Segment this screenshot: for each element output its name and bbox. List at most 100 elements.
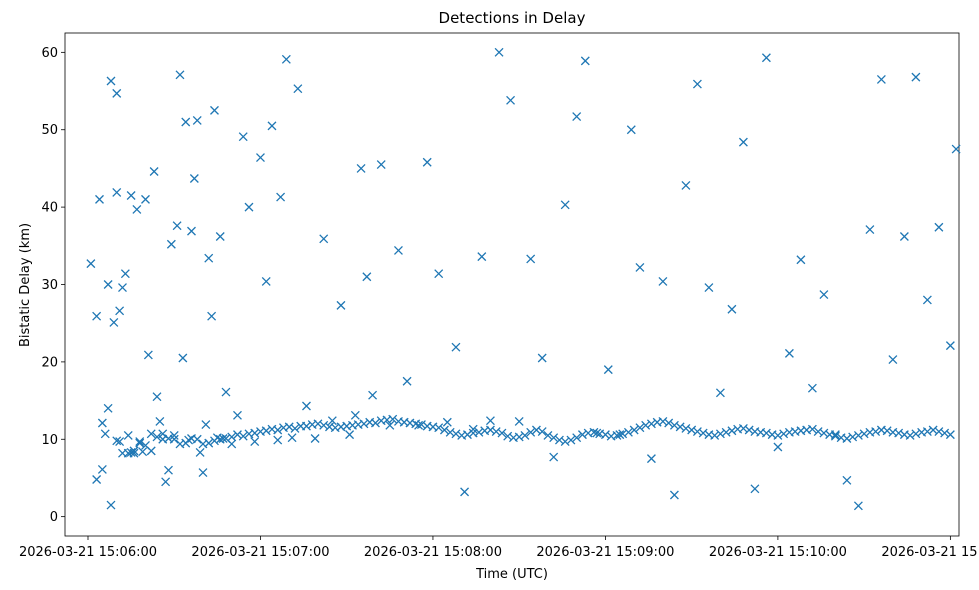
data-point <box>623 427 633 437</box>
data-point <box>485 416 495 426</box>
x-tick-label: 2026-03-21 15:08:00 <box>364 545 502 560</box>
data-point <box>580 56 590 66</box>
data-point <box>549 452 559 462</box>
data-point <box>934 222 944 232</box>
data-point <box>439 425 449 435</box>
data-point <box>97 418 107 428</box>
data-point <box>859 429 869 439</box>
data-point <box>698 428 708 438</box>
data-point <box>911 429 921 439</box>
data-point <box>899 232 909 241</box>
data-point <box>368 390 378 400</box>
data-point <box>118 283 127 293</box>
data-point <box>865 225 875 235</box>
data-point <box>92 475 102 484</box>
data-point <box>871 427 881 436</box>
data-point <box>796 255 806 265</box>
data-point <box>376 160 386 170</box>
data-point <box>945 341 955 351</box>
data-point <box>132 204 142 214</box>
data-point <box>256 153 265 163</box>
data-point <box>284 422 294 432</box>
data-point <box>95 194 104 204</box>
data-point <box>592 428 602 438</box>
data-point <box>738 137 748 147</box>
data-point <box>210 105 219 115</box>
data-point <box>928 425 938 435</box>
y-tick-label: 20 <box>41 355 58 370</box>
data-point <box>112 187 122 197</box>
data-point <box>238 132 248 142</box>
data-point <box>853 430 863 440</box>
data-point <box>319 234 329 244</box>
data-point <box>646 419 656 429</box>
data-point <box>681 180 691 190</box>
data-point <box>848 432 858 442</box>
data-point <box>92 311 102 321</box>
data-point <box>238 431 248 441</box>
data-point <box>485 425 495 435</box>
data-point <box>287 433 297 443</box>
data-point <box>704 283 714 293</box>
plot-area <box>64 32 960 537</box>
data-point <box>727 426 737 436</box>
data-point <box>100 429 110 439</box>
data-point <box>244 202 254 212</box>
data-point <box>115 306 125 316</box>
data-point <box>210 436 219 446</box>
data-point <box>503 431 513 441</box>
data-point <box>198 468 208 478</box>
data-point <box>103 403 113 413</box>
data-point <box>819 428 829 438</box>
data-point <box>169 434 179 444</box>
data-point <box>738 423 748 433</box>
data-point <box>951 144 961 154</box>
data-point <box>302 401 311 411</box>
y-tick-label: 50 <box>41 123 58 138</box>
data-point <box>350 410 360 420</box>
data-point <box>876 74 886 84</box>
data-point <box>830 431 840 441</box>
data-point <box>658 276 668 286</box>
data-point <box>402 376 412 386</box>
data-point <box>554 435 564 445</box>
data-point <box>273 435 283 445</box>
data-point <box>669 490 679 500</box>
data-point <box>189 174 199 183</box>
data-point <box>261 276 271 286</box>
data-point <box>888 355 898 365</box>
data-point <box>221 434 231 443</box>
data-point <box>945 430 955 440</box>
data-point <box>761 53 771 63</box>
data-point <box>201 420 211 430</box>
data-point <box>715 429 725 439</box>
data-point <box>905 430 915 440</box>
data-point <box>442 417 452 427</box>
data-point <box>434 423 444 433</box>
data-point <box>549 433 559 443</box>
data-point <box>451 429 461 439</box>
data-point <box>664 418 674 428</box>
data-point <box>560 437 570 447</box>
data-point <box>112 436 122 446</box>
data-point <box>370 418 380 428</box>
data-point <box>543 430 553 440</box>
data-point <box>359 419 369 429</box>
data-point <box>451 342 461 352</box>
data-point <box>600 430 610 440</box>
data-point <box>143 350 153 360</box>
x-tick-label: 2026-03-21 15:07:00 <box>191 545 329 560</box>
data-point <box>779 429 789 439</box>
data-point <box>566 435 576 445</box>
data-point <box>474 427 484 437</box>
data-point <box>141 194 150 204</box>
data-point <box>106 500 116 510</box>
data-point <box>520 430 530 440</box>
data-point <box>181 438 191 448</box>
data-point <box>537 353 547 363</box>
data-point <box>692 79 702 89</box>
data-point <box>882 426 892 436</box>
data-point <box>181 117 191 127</box>
data-point <box>819 290 829 300</box>
